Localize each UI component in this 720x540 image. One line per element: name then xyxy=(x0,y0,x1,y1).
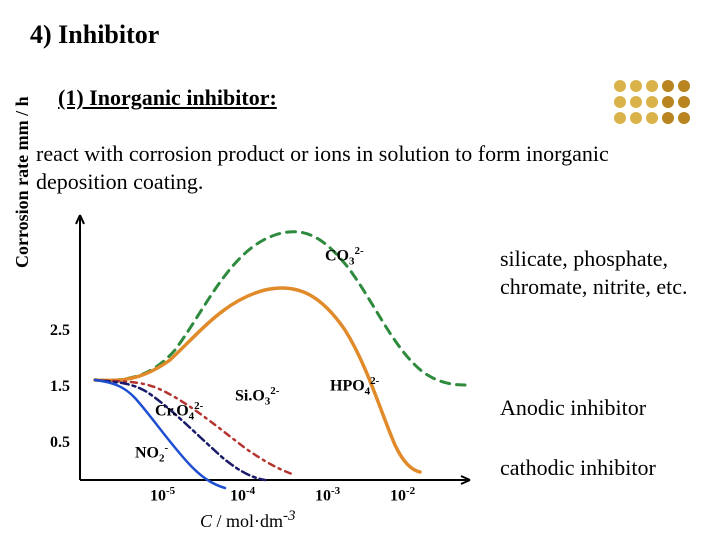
curve-label-CrO4: Cr.O42- xyxy=(155,400,203,423)
x-var: C xyxy=(200,511,212,531)
x-unit: / mol·dm xyxy=(212,511,283,531)
decoration-dots xyxy=(612,78,702,138)
y-tick: 0.5 xyxy=(50,434,70,452)
curve-CO3 xyxy=(95,232,465,385)
y-axis-label: Corrosion rate mm / h xyxy=(12,96,33,268)
x-tick: 10-5 xyxy=(150,485,175,505)
page-title: 4) Inhibitor xyxy=(30,20,159,50)
section-subtitle: (1) Inorganic inhibitor: xyxy=(58,85,277,111)
x-tick: 10-2 xyxy=(390,485,415,505)
curve-label-CO3: CO32- xyxy=(325,245,364,268)
cathodic-label: cathodic inhibitor xyxy=(500,455,710,481)
x-tick: 10-3 xyxy=(315,485,340,505)
corrosion-chart: Corrosion rate mm / h C / mol·dm-3 CO32-… xyxy=(20,210,490,530)
x-tick: 10-4 xyxy=(230,485,255,505)
x-exp: -3 xyxy=(283,508,296,524)
inhibitor-examples: silicate, phosphate, chromate, nitrite, … xyxy=(500,245,710,300)
y-tick: 2.5 xyxy=(50,322,70,340)
curve-label-SiO3: Si.O32- xyxy=(235,385,279,408)
curve-label-HPO4: HPO42- xyxy=(330,375,379,398)
x-axis-label: C / mol·dm-3 xyxy=(200,508,296,532)
section-description: react with corrosion product or ions in … xyxy=(36,140,676,195)
anodic-label: Anodic inhibitor xyxy=(500,395,710,421)
y-tick: 1.5 xyxy=(50,378,70,396)
curve-label-NO2: NO2- xyxy=(135,442,168,465)
curve-NO2 xyxy=(95,380,225,488)
